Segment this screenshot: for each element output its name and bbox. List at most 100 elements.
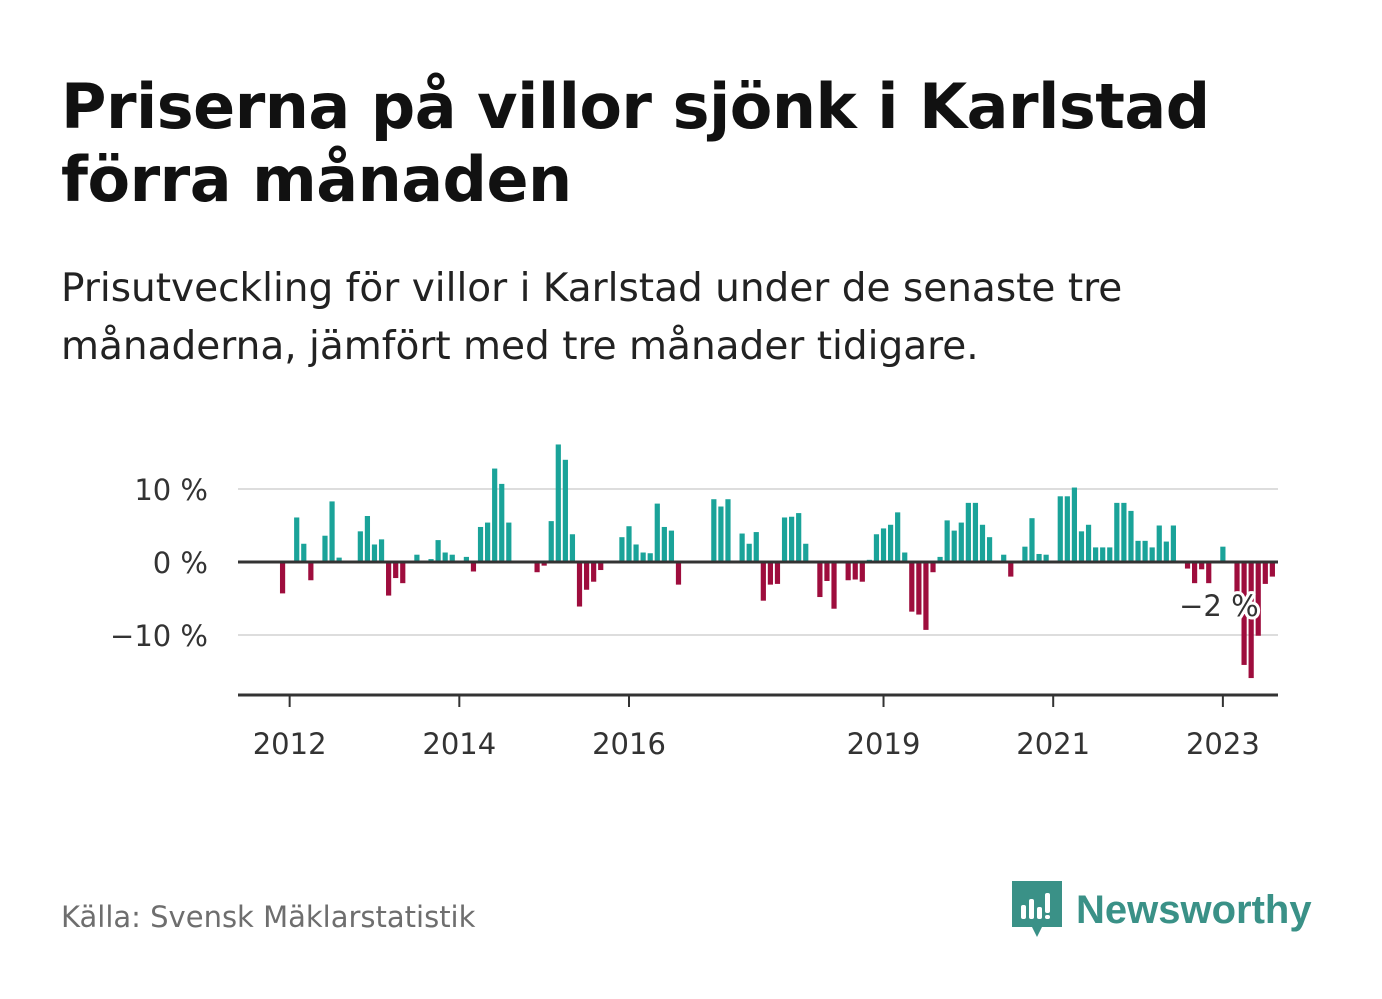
bar	[1142, 540, 1148, 562]
x-tick-label: 2014	[422, 727, 496, 761]
y-tick-label: 10 %	[134, 473, 208, 507]
bar	[1043, 554, 1049, 562]
bar	[1022, 546, 1028, 562]
bar	[1008, 562, 1014, 577]
bar	[329, 501, 335, 562]
x-tick-label: 2021	[1016, 727, 1090, 761]
bars-layer	[279, 444, 1275, 679]
bar	[562, 459, 568, 562]
bar	[817, 562, 823, 598]
bar	[753, 532, 759, 562]
bar	[1262, 562, 1268, 584]
bar	[1001, 554, 1007, 562]
bar	[781, 517, 788, 562]
bar	[923, 562, 929, 630]
bar	[1135, 540, 1141, 562]
bar	[506, 522, 512, 562]
bar	[1184, 562, 1191, 569]
bar	[972, 502, 979, 562]
axis-layer	[238, 560, 1278, 707]
bar	[449, 554, 455, 562]
bar	[442, 552, 448, 562]
bar	[364, 516, 371, 562]
bar	[1071, 487, 1078, 562]
bar	[1170, 525, 1176, 562]
chart-subtitle: Prisutveckling för villor i Karlstad und…	[61, 266, 1123, 369]
brand-logo[interactable]: Newsworthy	[1012, 880, 1312, 940]
x-tick-label: 2019	[847, 727, 921, 761]
bar	[789, 516, 795, 562]
bar	[541, 562, 547, 566]
bar	[739, 533, 745, 562]
bar	[930, 562, 936, 573]
bar	[895, 512, 901, 562]
bar	[463, 556, 469, 562]
bar	[576, 562, 583, 607]
bar	[626, 526, 632, 562]
bar	[414, 554, 420, 562]
x-tick-label: 2023	[1186, 727, 1260, 761]
bar	[301, 543, 307, 562]
bar	[1149, 547, 1155, 562]
bar	[986, 537, 993, 562]
bar	[958, 522, 964, 562]
x-tick-label: 2016	[592, 727, 666, 761]
bar	[796, 513, 802, 562]
bar	[873, 534, 880, 562]
bar	[880, 528, 887, 562]
brand-name: Newsworthy	[1076, 887, 1312, 932]
bar	[1093, 547, 1099, 562]
bar	[718, 506, 724, 562]
bar	[371, 544, 378, 562]
bar	[965, 502, 971, 562]
bar	[1036, 553, 1042, 562]
bar	[357, 531, 363, 562]
bar	[1128, 510, 1134, 562]
bar	[499, 483, 505, 562]
bar	[1078, 531, 1085, 562]
latest-value-label: −2 %	[1179, 589, 1259, 623]
chart-title: Priserna på villor sjönk i Karlstad förr…	[61, 70, 1210, 216]
bar	[1206, 562, 1212, 584]
bar	[760, 562, 766, 601]
bar	[675, 562, 682, 585]
bar	[1234, 562, 1240, 598]
bar	[1107, 547, 1113, 562]
bar	[640, 552, 646, 562]
bar	[951, 530, 957, 562]
bar	[470, 562, 477, 572]
bar	[887, 524, 894, 562]
source-note: Källa: Svensk Mäklarstatistik	[61, 900, 476, 934]
bar	[492, 468, 498, 562]
bar	[400, 562, 406, 584]
bar	[279, 562, 286, 594]
bar	[598, 562, 604, 571]
bar	[1114, 502, 1120, 562]
bar	[711, 499, 717, 562]
bar	[1255, 562, 1261, 636]
y-tick-label: 0 %	[153, 546, 208, 580]
bar	[979, 524, 986, 562]
bar	[294, 517, 300, 562]
bar	[831, 562, 837, 609]
x-tick-label: 2012	[253, 727, 327, 761]
bar	[1192, 562, 1198, 584]
bar	[902, 552, 908, 562]
bar	[336, 557, 342, 562]
bar	[393, 562, 399, 579]
labels-layer: 10 % 0 % −10 % 2012 2014 2016 2019 2021 2023 −2 %	[110, 473, 1262, 761]
bar	[633, 544, 639, 562]
bar	[435, 540, 441, 562]
bar	[767, 562, 773, 585]
bar	[1064, 496, 1070, 562]
bar	[746, 543, 752, 562]
bar	[1241, 562, 1247, 665]
bar	[534, 562, 540, 573]
bar	[1057, 496, 1063, 562]
bar	[774, 562, 781, 584]
bar	[859, 562, 865, 582]
y-tick-label: −10 %	[110, 619, 208, 653]
bar	[1199, 562, 1205, 570]
bar	[937, 556, 943, 562]
